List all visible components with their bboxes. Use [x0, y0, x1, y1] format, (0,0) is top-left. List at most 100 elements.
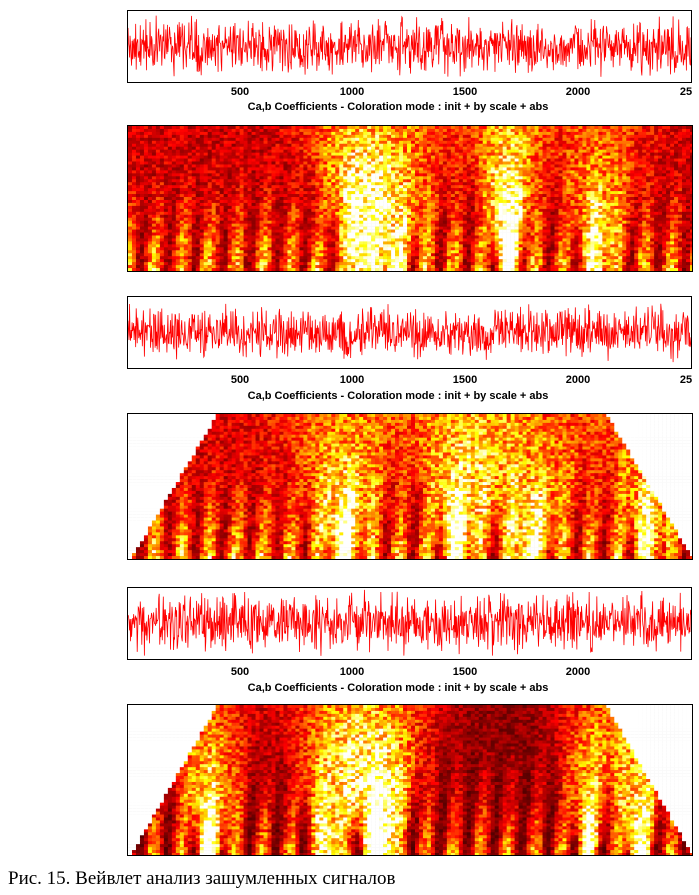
heatmap-cell	[626, 191, 631, 195]
heatmap-cell	[586, 137, 591, 142]
heatmap-cell	[458, 170, 464, 174]
heatmap-cell	[682, 182, 687, 186]
heatmap-cell	[462, 211, 468, 216]
heatmap-cell	[143, 164, 149, 168]
heatmap-cell	[395, 194, 400, 198]
heatmap-cell	[271, 226, 276, 230]
heatmap-cell	[275, 191, 280, 195]
heatmap-cell	[287, 188, 292, 192]
heatmap-cell	[243, 197, 248, 201]
heatmap-cell	[367, 205, 372, 210]
heatmap-cell	[674, 170, 679, 174]
heatmap-cell	[135, 211, 141, 216]
heatmap-cell	[522, 191, 527, 195]
heatmap-cell	[690, 170, 692, 174]
heatmap-cell	[391, 188, 396, 192]
heatmap-cell	[414, 208, 420, 213]
heatmap-cell	[391, 152, 396, 156]
heatmap-cell	[143, 188, 149, 192]
heatmap-cell	[331, 128, 336, 133]
heatmap-cell	[211, 182, 216, 186]
heatmap-cell	[454, 131, 460, 136]
heatmap-cell	[219, 140, 224, 145]
heatmap-cell	[243, 140, 248, 145]
heatmap-cell	[335, 137, 340, 142]
heatmap-cell	[482, 146, 488, 150]
heatmap-cell	[339, 191, 344, 195]
heatmap-cell	[518, 149, 523, 153]
heatmap-cell	[598, 202, 603, 207]
heatmap-cell	[634, 170, 639, 174]
heatmap-cell	[335, 128, 340, 133]
heatmap-cell	[247, 173, 252, 177]
heatmap-cell	[219, 199, 224, 204]
heatmap-cell	[490, 126, 495, 130]
heatmap-cell	[275, 143, 280, 148]
heatmap-cell	[128, 199, 133, 204]
heatmap-cell	[319, 208, 324, 213]
heatmap-cell	[407, 164, 412, 168]
heatmap-cell	[363, 158, 368, 162]
heatmap-cell	[383, 134, 388, 139]
heatmap-cell	[379, 167, 384, 171]
heatmap-cell	[410, 199, 416, 204]
heatmap-cell	[355, 167, 360, 171]
heatmap-cell	[522, 220, 527, 224]
heatmap-cell	[526, 137, 531, 142]
heatmap-cell	[223, 191, 228, 195]
heatmap-cell	[247, 199, 252, 204]
heatmap-cell	[414, 179, 420, 183]
heatmap-cell	[562, 170, 567, 174]
heatmap-cell	[167, 199, 173, 204]
heatmap-cell	[179, 179, 185, 183]
heatmap-cell	[295, 223, 300, 227]
heatmap-cell	[195, 211, 201, 216]
heatmap-cell	[606, 188, 611, 192]
heatmap-cell	[311, 167, 316, 171]
heatmap-cell	[626, 208, 631, 213]
heatmap-cell	[638, 170, 643, 174]
heatmap-cell	[590, 173, 595, 177]
heatmap-cell	[379, 164, 384, 168]
heatmap-cell	[614, 176, 619, 180]
heatmap-cell	[530, 155, 535, 159]
heatmap-cell	[514, 202, 519, 207]
heatmap-cell	[128, 229, 133, 233]
heatmap-cell	[219, 197, 224, 201]
heatmap-cell	[203, 176, 209, 180]
heatmap-cell	[331, 188, 336, 192]
heatmap-cell	[630, 182, 635, 186]
heatmap-cell	[466, 220, 472, 224]
heatmap-cell	[494, 131, 499, 136]
heatmap-cell	[518, 140, 523, 145]
heatmap-cell	[542, 137, 547, 142]
heatmap-cell	[167, 217, 173, 221]
heatmap-cell	[143, 226, 149, 230]
heatmap-cell	[570, 140, 575, 145]
heatmap-cell	[678, 128, 683, 133]
heatmap-cell	[327, 140, 332, 145]
heatmap-cell	[128, 164, 133, 168]
heatmap-cell	[263, 158, 268, 162]
heatmap-cell	[674, 158, 679, 162]
heatmap-cell	[403, 205, 408, 210]
heatmap-cell	[375, 191, 380, 195]
heatmap-cell	[147, 173, 153, 177]
heatmap-cell	[239, 173, 244, 177]
heatmap-cell	[147, 229, 153, 233]
heatmap-cell	[259, 152, 264, 156]
heatmap-cell	[299, 205, 304, 210]
heatmap-cell	[387, 152, 392, 156]
heatmap-cell	[482, 152, 488, 156]
heatmap-cell	[442, 226, 448, 230]
heatmap-cell	[558, 197, 563, 201]
heatmap-cell	[458, 149, 464, 153]
heatmap-cell	[175, 223, 181, 227]
heatmap-cell	[450, 155, 456, 159]
heatmap-cell	[598, 226, 603, 230]
heatmap-cell	[375, 197, 380, 201]
heatmap-cell	[151, 199, 157, 204]
heatmap-cell	[151, 167, 157, 171]
heatmap-cell	[275, 126, 280, 130]
heatmap-cell	[454, 126, 460, 130]
